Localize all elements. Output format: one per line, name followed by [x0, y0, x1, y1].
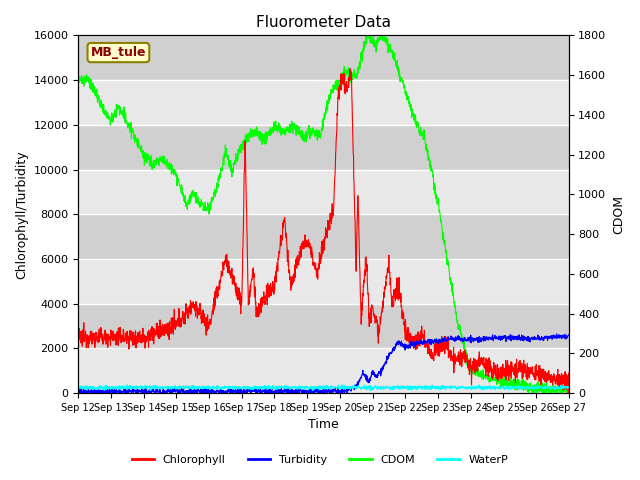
- X-axis label: Time: Time: [308, 419, 339, 432]
- Legend: Chlorophyll, Turbidity, CDOM, WaterP: Chlorophyll, Turbidity, CDOM, WaterP: [127, 451, 513, 469]
- Y-axis label: CDOM: CDOM: [612, 195, 625, 234]
- Bar: [79, 36, 568, 80]
- Bar: [79, 304, 568, 348]
- Bar: [79, 259, 568, 304]
- Title: Fluorometer Data: Fluorometer Data: [256, 15, 391, 30]
- Bar: [79, 169, 568, 214]
- Y-axis label: Chlorophyll/Turbidity: Chlorophyll/Turbidity: [15, 150, 28, 278]
- Bar: [79, 348, 568, 393]
- Bar: [79, 214, 568, 259]
- Bar: [79, 125, 568, 169]
- Bar: [79, 80, 568, 125]
- Text: MB_tule: MB_tule: [91, 46, 146, 59]
